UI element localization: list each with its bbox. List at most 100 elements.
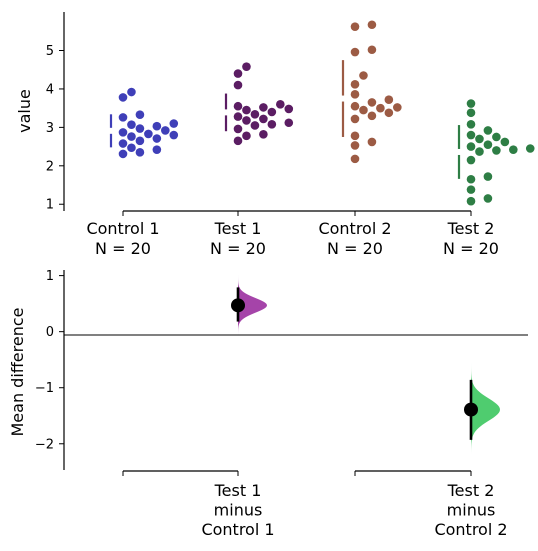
bottom-y-tick-label: 1 bbox=[46, 269, 54, 284]
swarm-point bbox=[466, 142, 476, 151]
top-y-axis-label: value bbox=[15, 89, 34, 133]
swarm-point bbox=[350, 80, 360, 89]
swarm-point bbox=[350, 141, 360, 150]
swarm-point bbox=[492, 132, 501, 142]
swarm-point bbox=[233, 136, 243, 146]
bootstrap-distribution bbox=[238, 274, 267, 335]
top-y-tick-label: 4 bbox=[46, 82, 54, 97]
group-name-label: Control 2 bbox=[318, 219, 391, 238]
swarm-point bbox=[284, 118, 294, 128]
swarm-point bbox=[350, 131, 360, 141]
bottom-y-tick-label: −2 bbox=[35, 437, 54, 452]
swarm-point bbox=[259, 129, 268, 139]
swarm-point bbox=[350, 114, 360, 124]
swarm-point bbox=[233, 101, 243, 111]
swarm-point bbox=[233, 124, 243, 134]
swarm-point bbox=[118, 93, 128, 102]
group-name-label: Control 1 bbox=[86, 219, 159, 238]
swarm-point bbox=[350, 101, 360, 111]
swarm-point bbox=[393, 103, 402, 112]
swarm-point bbox=[233, 69, 243, 78]
swarm-point bbox=[475, 147, 484, 156]
swarm-point bbox=[267, 107, 277, 117]
group-n-label: N = 20 bbox=[210, 239, 266, 258]
group-n-label: N = 20 bbox=[327, 239, 383, 258]
swarm-point bbox=[135, 148, 145, 157]
swarm-point bbox=[384, 108, 394, 118]
swarm-point bbox=[242, 105, 251, 115]
swarm-point bbox=[367, 98, 377, 107]
swarm-point bbox=[144, 129, 153, 139]
swarm-point bbox=[483, 126, 493, 135]
swarm-point bbox=[509, 145, 518, 154]
swarm-point bbox=[350, 154, 360, 164]
swarm-point bbox=[492, 146, 501, 155]
swarm-point bbox=[267, 119, 277, 129]
swarm-point bbox=[127, 120, 136, 129]
swarm-point bbox=[127, 143, 136, 153]
swarm-point bbox=[250, 110, 260, 119]
comparison-label-line: Test 2 bbox=[447, 481, 495, 500]
swarm-point bbox=[118, 128, 128, 137]
swarm-point bbox=[483, 194, 493, 203]
swarm-point bbox=[525, 144, 535, 153]
swarm-point bbox=[466, 174, 476, 184]
swarm-point bbox=[127, 87, 136, 97]
group-n-label: N = 20 bbox=[443, 239, 499, 258]
comparison-label-line: Control 1 bbox=[201, 520, 274, 539]
swarm-point bbox=[135, 110, 145, 119]
comparison-label-line: Test 1 bbox=[214, 481, 262, 500]
top-y-tick-label: 3 bbox=[46, 121, 54, 136]
swarm-point bbox=[359, 71, 368, 80]
bootstrap-distribution bbox=[471, 362, 500, 454]
swarm-point bbox=[384, 95, 394, 105]
swarm-points bbox=[118, 20, 535, 206]
swarm-point bbox=[466, 108, 476, 118]
swarm-point bbox=[367, 20, 377, 30]
swarm-point bbox=[152, 121, 162, 131]
effect-sizes bbox=[231, 287, 478, 440]
swarm-point bbox=[161, 126, 170, 135]
swarm-point bbox=[466, 196, 476, 206]
swarm-point bbox=[466, 155, 476, 165]
bottom-y-tick-label: 0 bbox=[46, 325, 54, 340]
swarm-point bbox=[250, 121, 260, 130]
swarm-point bbox=[376, 103, 385, 113]
comparison-label-line: Control 2 bbox=[434, 520, 507, 539]
swarm-point bbox=[169, 119, 179, 128]
top-y-ticks: 1 2 3 4 5 bbox=[46, 44, 64, 213]
swarm-point bbox=[118, 139, 128, 148]
comparison-label-line: minus bbox=[214, 501, 263, 520]
swarm-point bbox=[259, 114, 268, 124]
group-sd-lines bbox=[109, 60, 461, 179]
swarm-point bbox=[475, 134, 484, 144]
swarm-point bbox=[276, 100, 285, 109]
swarm-point bbox=[152, 134, 162, 143]
comparison-label-line: minus bbox=[447, 501, 496, 520]
bottom-y-axis-label: Mean difference bbox=[8, 308, 27, 437]
swarm-point bbox=[242, 62, 251, 71]
swarm-point bbox=[359, 105, 368, 115]
swarm-point bbox=[367, 111, 377, 121]
swarm-point bbox=[350, 47, 360, 57]
swarm-point bbox=[367, 45, 377, 55]
group-n-label: N = 20 bbox=[95, 239, 151, 258]
top-y-tick-label: 5 bbox=[46, 44, 54, 59]
swarm-point bbox=[233, 112, 243, 121]
group-name-label: Test 2 bbox=[447, 219, 495, 238]
swarm-point bbox=[259, 103, 268, 112]
mean-difference-point bbox=[464, 402, 478, 417]
swarm-point bbox=[127, 132, 136, 141]
top-y-tick-label: 1 bbox=[46, 198, 54, 213]
swarm-point bbox=[483, 172, 493, 181]
swarm-point bbox=[242, 131, 251, 141]
swarm-point bbox=[466, 185, 476, 194]
swarm-point bbox=[152, 145, 162, 154]
bottom-y-tick-label: −1 bbox=[35, 381, 54, 396]
swarm-point bbox=[350, 22, 360, 31]
top-y-tick-label: 2 bbox=[46, 159, 54, 174]
swarm-point bbox=[466, 99, 476, 108]
